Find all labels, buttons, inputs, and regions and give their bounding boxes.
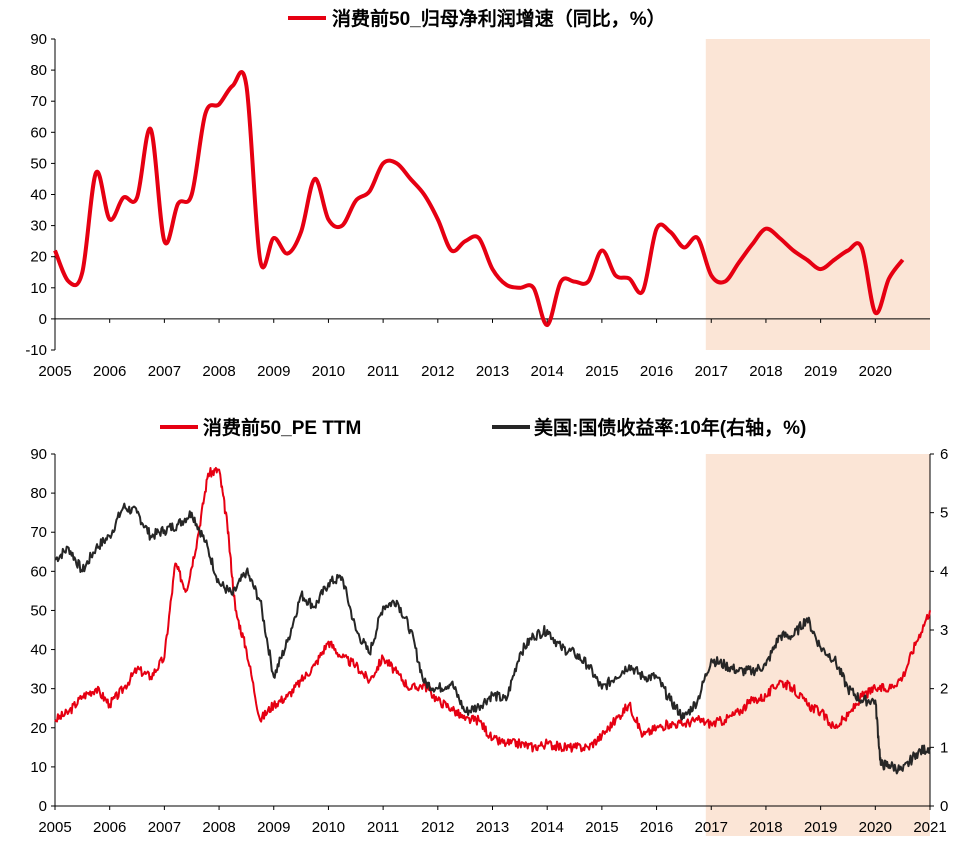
y-tick-label: 0 [39, 311, 47, 328]
x-tick-label: 2014 [531, 819, 564, 836]
y-tick-label: 80 [30, 485, 47, 502]
x-tick-label: 2011 [367, 819, 399, 836]
x-tick-label: 2010 [312, 819, 345, 836]
y-tick-label: 60 [30, 124, 47, 141]
y2-tick-label: 4 [940, 563, 948, 580]
x-tick-label: 2013 [476, 363, 509, 380]
x-tick-label: 2013 [476, 819, 509, 836]
y-tick-label: 50 [30, 602, 47, 619]
highlight-band [705, 39, 930, 350]
y2-tick-label: 6 [940, 446, 948, 463]
legend-label: 消费前50_PE TTM [203, 416, 361, 439]
x-tick-label: 2018 [749, 819, 782, 836]
x-tick-label: 2012 [421, 363, 454, 380]
y2-tick-labels: 6 5 4 3 2 1 0 [930, 446, 948, 815]
legend: 消费前50_归母净利润增速（同比，%） [288, 7, 666, 30]
y2-tick-label: 3 [940, 622, 948, 639]
y-tick-label: 60 [30, 563, 47, 580]
y-tick-label: 70 [30, 93, 47, 110]
x-tick-label: 2006 [93, 819, 126, 836]
x-tick-label: 2020 [859, 363, 892, 380]
x-tick-label: 2005 [38, 819, 71, 836]
x-tick-label: 2015 [585, 363, 618, 380]
y-tick-labels: 90 80 70 60 50 40 30 20 10 0 -10 [25, 31, 55, 359]
series-line-us-10y-yield [54, 502, 931, 775]
y2-tick-label: 2 [940, 681, 948, 698]
y-tick-label: 90 [30, 446, 47, 463]
x-tick-label: 2010 [312, 363, 345, 380]
y2-tick-label: 1 [940, 739, 948, 756]
top-chart: 消费前50_归母净利润增速（同比，%） 9080706050403020100-… [25, 7, 930, 380]
y-tick-label: 10 [30, 759, 47, 776]
x-tick-labels: 2005 2006 2007 2008 2009 2010 2011 2012 2013 2014… [38, 806, 947, 836]
x-tick-label: 2011 [367, 363, 399, 380]
x-tick-label: 2017 [695, 819, 728, 836]
y-tick-label: 50 [30, 155, 47, 172]
x-tick-label: 2021 [913, 819, 946, 836]
x-tick-label: 2020 [859, 819, 892, 836]
y-tick-label: 90 [30, 31, 47, 48]
x-tick-label: 2009 [257, 819, 290, 836]
series-line-pe-ttm [54, 466, 931, 753]
y-tick-label: 20 [30, 249, 47, 266]
x-tick-label: 2007 [148, 363, 181, 380]
legend-label: 美国:国债收益率:10年(右轴，%) [534, 416, 806, 439]
y2-tick-label: 5 [940, 505, 948, 522]
x-tick-label: 2009 [257, 363, 290, 380]
x-tick-label: 2008 [202, 819, 235, 836]
series-line-profit-growth [53, 70, 905, 328]
y-tick-label: 40 [30, 642, 47, 659]
y2-tick-label: 0 [940, 798, 948, 815]
x-tick-label: 2007 [148, 819, 181, 836]
y-tick-label: -10 [25, 342, 47, 359]
y-tick-label: 10 [30, 280, 47, 297]
x-tick-label: 2014 [531, 363, 564, 380]
x-tick-label: 2016 [640, 363, 673, 380]
x-tick-label: 2005 [38, 363, 71, 380]
y-tick-label: 20 [30, 720, 47, 737]
y-tick-label: 40 [30, 187, 47, 204]
x-tick-label: 2019 [804, 363, 837, 380]
x-tick-label: 2016 [640, 819, 673, 836]
y-tick-label: 0 [39, 798, 47, 815]
y-tick-label: 80 [30, 62, 47, 79]
x-tick-label: 2006 [93, 363, 126, 380]
y-tick-label: 30 [30, 218, 47, 235]
x-tick-label: 2017 [695, 363, 728, 380]
x-tick-label: 2019 [804, 819, 837, 836]
x-tick-labels: 2005 2006 2007 2008 2009 2010 2011 2012 2013 2014… [38, 318, 892, 380]
legend-label: 消费前50_归母净利润增速（同比，%） [332, 7, 666, 30]
y-tick-labels: 90 80 70 60 50 40 30 20 10 0 [30, 446, 55, 815]
x-tick-label: 2015 [585, 819, 618, 836]
legend: 消费前50_PE TTM 美国:国债收益率:10年(右轴，%) [160, 416, 806, 439]
x-tick-label: 2008 [202, 363, 235, 380]
x-tick-label: 2018 [749, 363, 782, 380]
y-tick-label: 30 [30, 681, 47, 698]
x-tick-label: 2012 [421, 819, 454, 836]
bottom-chart: 消费前50_PE TTM 美国:国债收益率:10年(右轴，%) 90807060… [30, 416, 948, 836]
y-tick-label: 70 [30, 524, 47, 541]
